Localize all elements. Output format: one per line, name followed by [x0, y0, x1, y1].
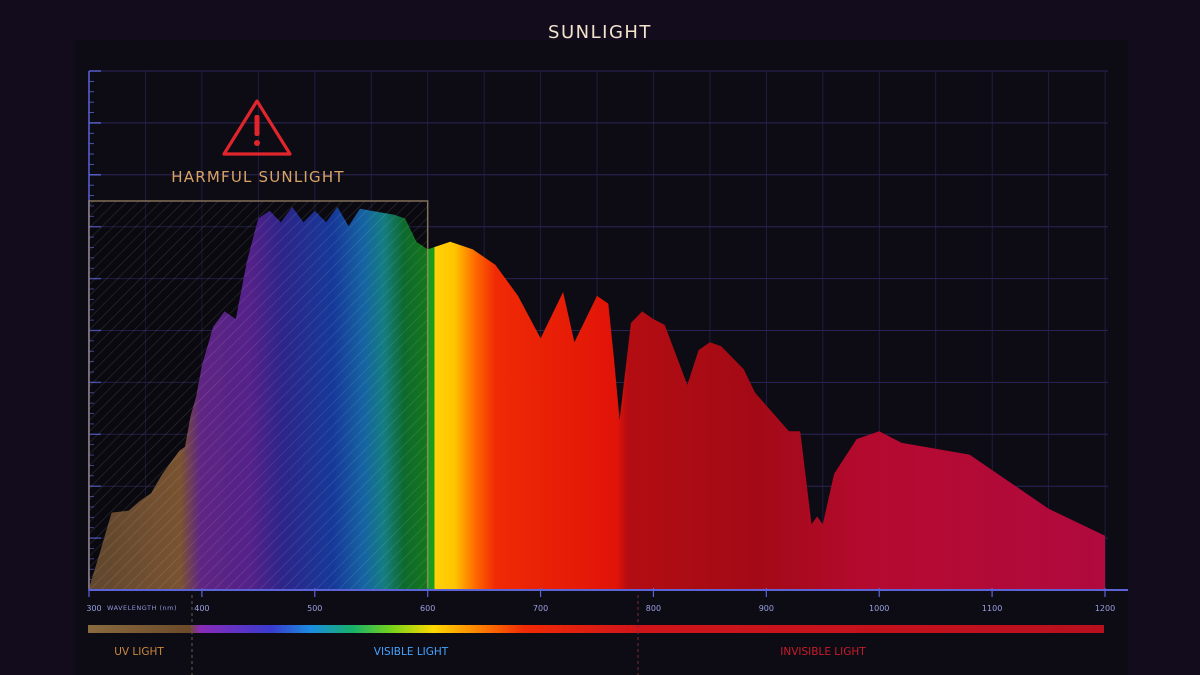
chart-title: SUNLIGHT — [548, 22, 652, 43]
spectrum-color-bar — [88, 625, 1104, 633]
harmful-sunlight-label: HARMFUL SUNLIGHT — [171, 168, 344, 186]
x-tick-label: 900 — [759, 604, 774, 613]
x-tick-label: 800 — [646, 604, 661, 613]
x-tick-label: 1100 — [982, 604, 1002, 613]
warning-triangle-icon — [222, 99, 292, 156]
band-label-visible: VISIBLE LIGHT — [374, 646, 449, 658]
x-tick-label: 700 — [533, 604, 548, 613]
x-tick-label: 300 — [86, 604, 101, 613]
x-axis-unit-label: WAVELENGTH (nm) — [107, 604, 177, 612]
x-tick-label: 1200 — [1095, 604, 1115, 613]
band-label-invisible: INVISIBLE LIGHT — [780, 646, 866, 658]
x-tick-label: 600 — [420, 604, 435, 613]
band-label-uv: UV LIGHT — [114, 646, 164, 658]
x-tick-label: 500 — [307, 604, 322, 613]
x-tick-label: 400 — [194, 604, 209, 613]
harmful-region-box — [88, 200, 429, 591]
x-axis-ticks: 300 400 500 600 700 800 900 1000 1100 1200 — [86, 588, 1115, 613]
harmful-region — [88, 200, 429, 591]
x-tick-label: 1000 — [869, 604, 889, 613]
